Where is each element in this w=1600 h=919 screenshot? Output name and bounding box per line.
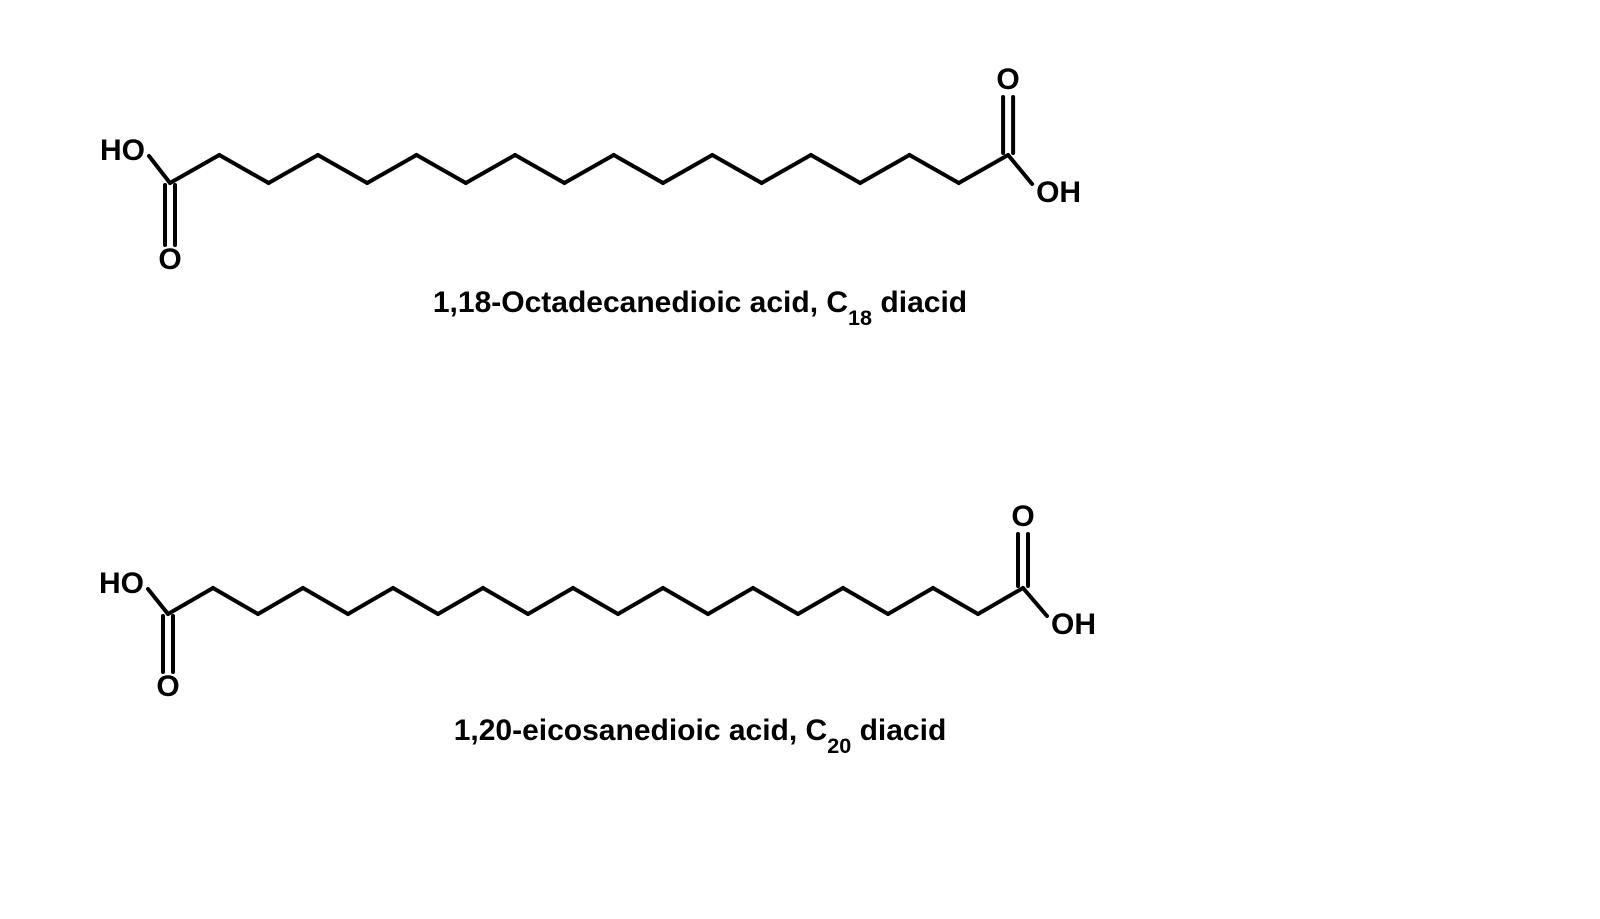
caption-c18: 1,18-Octadecanedioic acid, C18 diacid (433, 286, 967, 330)
molecule-c20: HO O O OH (99, 500, 1096, 703)
atom-label-o-right: O (996, 63, 1019, 96)
atom-label-o-left: O (158, 243, 181, 276)
atom-label-ho-left: HO (99, 567, 144, 600)
molecule-c18: HO O O OH (100, 63, 1081, 276)
atom-label-oh-right: OH (1051, 608, 1096, 641)
atom-label-oh-right: OH (1036, 176, 1081, 209)
atom-label-o-right: O (1011, 500, 1034, 533)
atom-label-o-left: O (156, 670, 179, 703)
atom-label-ho-left: HO (100, 134, 145, 167)
caption-c20: 1,20-eicosanedioic acid, C20 diacid (454, 714, 947, 758)
